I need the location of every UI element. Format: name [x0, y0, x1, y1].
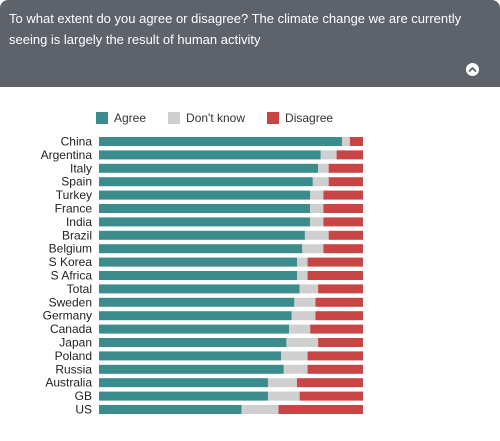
bar-brazil-disagree — [328, 230, 363, 240]
bar-china-dont-know — [342, 137, 350, 146]
category-label-japan: Japan — [59, 336, 92, 350]
bar-france-disagree — [323, 204, 363, 213]
bar-spain-dont-know — [312, 177, 329, 187]
bar-canada-dont-know — [289, 324, 311, 334]
bar-turkey-agree — [99, 190, 311, 200]
bar-gb-dont-know — [267, 391, 300, 401]
legend-item-disagree: Disagree — [267, 111, 333, 125]
bar-canada-agree — [99, 324, 290, 334]
bar-india-disagree — [323, 217, 363, 227]
bar-spain-disagree — [328, 177, 363, 187]
legend-item-agree: Agree — [96, 111, 146, 125]
bar-brazil-agree — [99, 230, 305, 240]
bar-brazil-dont-know — [304, 230, 329, 240]
legend-swatch-disagree — [267, 112, 280, 124]
category-label-argentina: Argentina — [41, 148, 93, 162]
bar-gb-disagree — [299, 391, 363, 401]
bar-sweden-disagree — [315, 297, 363, 307]
bar-russia-disagree — [307, 364, 363, 374]
bar-india-agree — [99, 217, 311, 227]
legend-swatch-dont-know — [168, 112, 181, 124]
bar-total-agree — [99, 284, 300, 294]
category-label-sweden: Sweden — [49, 295, 92, 309]
bar-s-africa-agree — [99, 271, 297, 280]
category-label-canada: Canada — [50, 322, 92, 336]
bar-poland-disagree — [307, 351, 363, 361]
bar-germany-dont-know — [291, 311, 316, 321]
bar-belgium-agree — [99, 244, 303, 254]
bar-belgium-dont-know — [302, 244, 324, 254]
bar-sweden-dont-know — [294, 297, 316, 307]
chevron-up-icon[interactable] — [466, 63, 479, 76]
category-label-india: India — [66, 215, 92, 229]
bar-germany-disagree — [315, 311, 363, 321]
bar-china-agree — [99, 137, 343, 146]
bar-india-dont-know — [310, 217, 324, 227]
bar-russia-dont-know — [283, 364, 308, 374]
bar-gb-agree — [99, 391, 268, 401]
bar-germany-agree — [99, 311, 292, 321]
bar-total-dont-know — [299, 284, 319, 294]
bar-sweden-agree — [99, 297, 295, 307]
bar-australia-agree — [99, 378, 268, 388]
bar-s-korea-agree — [99, 257, 297, 267]
bar-italy-agree — [99, 163, 319, 173]
bar-spain-agree — [99, 177, 313, 187]
bar-us-dont-know — [241, 405, 279, 414]
bar-france-dont-know — [310, 204, 324, 213]
bar-italy-disagree — [328, 163, 363, 173]
bar-us-agree — [99, 405, 242, 414]
category-label-germany: Germany — [43, 309, 92, 323]
bar-turkey-dont-know — [310, 190, 324, 200]
category-label-italy: Italy — [70, 161, 92, 175]
legend-label-disagree: Disagree — [285, 111, 334, 125]
category-label-belgium: Belgium — [49, 242, 92, 256]
bar-poland-agree — [99, 351, 282, 361]
bar-poland-dont-know — [281, 351, 308, 361]
category-label-spain: Spain — [61, 175, 92, 189]
category-label-gb: GB — [75, 389, 92, 403]
bar-china-disagree — [349, 137, 363, 146]
legend-label-dont-know: Don't know — [186, 111, 246, 125]
chart-legend: Agree Don't know Disagree — [96, 110, 355, 126]
bar-italy-dont-know — [318, 163, 329, 173]
category-label-china: China — [61, 135, 93, 149]
bar-argentina-agree — [99, 150, 321, 160]
bar-belgium-disagree — [323, 244, 363, 254]
bar-australia-disagree — [297, 378, 363, 388]
category-label-brazil: Brazil — [62, 228, 92, 242]
category-label-russia: Russia — [55, 362, 92, 376]
bar-japan-disagree — [318, 338, 363, 347]
category-label-s-korea: S Korea — [49, 255, 93, 269]
bar-japan-dont-know — [286, 338, 319, 347]
category-label-us: US — [75, 403, 92, 417]
bar-s-africa-dont-know — [297, 271, 308, 280]
bar-turkey-disagree — [323, 190, 363, 200]
bar-s-korea-dont-know — [297, 257, 308, 267]
category-label-france: France — [55, 202, 93, 216]
bar-argentina-disagree — [336, 150, 363, 160]
legend-swatch-agree — [96, 112, 108, 124]
category-label-total: Total — [67, 282, 92, 296]
question-text: To what extent do you agree or disagree?… — [9, 11, 462, 47]
bar-total-disagree — [318, 284, 363, 294]
bar-argentina-dont-know — [320, 150, 337, 160]
bar-japan-agree — [99, 338, 287, 347]
bar-s-africa-disagree — [307, 271, 363, 280]
bar-canada-disagree — [310, 324, 363, 334]
bar-russia-agree — [99, 364, 284, 374]
category-label-turkey: Turkey — [56, 188, 92, 202]
legend-item-dont-know: Don't know — [168, 111, 245, 125]
bar-australia-dont-know — [267, 378, 297, 388]
bar-france-agree — [99, 204, 311, 213]
bar-s-korea-disagree — [307, 257, 363, 267]
bar-us-disagree — [278, 405, 363, 414]
category-label-s-africa: S Africa — [51, 269, 93, 283]
category-label-australia: Australia — [45, 376, 92, 390]
legend-label-agree: Agree — [114, 111, 147, 125]
category-label-poland: Poland — [55, 349, 92, 363]
question-header: To what extent do you agree or disagree?… — [0, 0, 500, 87]
